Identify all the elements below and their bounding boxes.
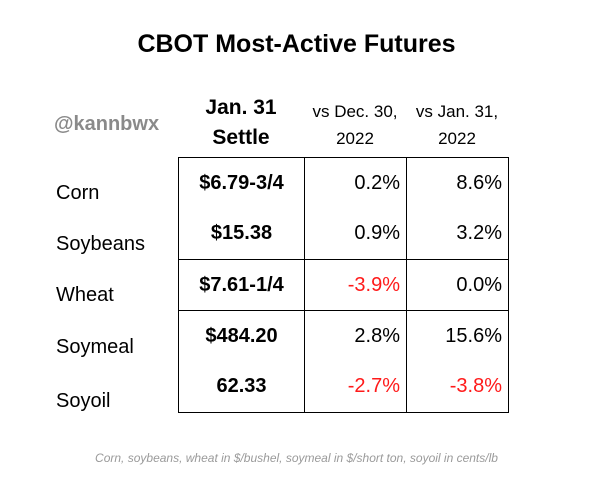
- column-header-vs-dec-line2: 2022: [336, 129, 374, 148]
- row-label-soyoil: Soyoil: [56, 390, 111, 412]
- column-header-settle-line1: Jan. 31: [205, 96, 277, 119]
- column-header-settle-line2: Settle: [212, 126, 270, 149]
- settle-cell: 62.33: [178, 361, 305, 413]
- column-header-vs-jan-line1: vs Jan. 31,: [415, 102, 499, 121]
- settle-cell: $15.38: [178, 208, 305, 260]
- vs-jan-cell: 8.6%: [406, 157, 509, 209]
- table-row: 62.33 -2.7% -3.8%: [178, 361, 509, 413]
- column-header-settle: Jan. 31 Settle: [178, 93, 304, 153]
- column-header-vs-dec-line1: vs Dec. 30,: [312, 102, 398, 121]
- table-row: $484.20 2.8% 15.6%: [178, 310, 509, 362]
- settle-cell: $484.20: [178, 310, 305, 362]
- author-handle: @kannbwx: [54, 113, 160, 135]
- vs-dec-cell: -2.7%: [304, 361, 407, 413]
- vs-jan-cell: -3.8%: [406, 361, 509, 413]
- footnote: Corn, soybeans, wheat in $/bushel, soyme…: [95, 451, 498, 465]
- row-label-soybeans: Soybeans: [56, 233, 145, 255]
- vs-dec-cell: 0.2%: [304, 157, 407, 209]
- table-row: $6.79-3/4 0.2% 8.6%: [178, 157, 509, 209]
- vs-dec-cell: -3.9%: [304, 259, 407, 311]
- column-header-vs-jan: vs Jan. 31, 2022: [406, 98, 508, 152]
- settle-cell: $7.61-1/4: [178, 259, 305, 311]
- vs-dec-cell: 0.9%: [304, 208, 407, 260]
- vs-jan-cell: 0.0%: [406, 259, 509, 311]
- row-label-wheat: Wheat: [56, 284, 114, 306]
- column-header-vs-dec: vs Dec. 30, 2022: [304, 98, 406, 152]
- chart-title: CBOT Most-Active Futures: [137, 30, 456, 58]
- vs-jan-cell: 15.6%: [406, 310, 509, 362]
- table-row: $7.61-1/4 -3.9% 0.0%: [178, 259, 509, 311]
- row-label-soymeal: Soymeal: [56, 336, 134, 358]
- vs-jan-cell: 3.2%: [406, 208, 509, 260]
- row-label-corn: Corn: [56, 182, 100, 204]
- vs-dec-cell: 2.8%: [304, 310, 407, 362]
- futures-table: $6.79-3/4 0.2% 8.6% $15.38 0.9% 3.2% $7.…: [178, 157, 509, 413]
- column-header-vs-jan-line2: 2022: [438, 129, 476, 148]
- settle-cell: $6.79-3/4: [178, 157, 305, 209]
- table-row: $15.38 0.9% 3.2%: [178, 208, 509, 260]
